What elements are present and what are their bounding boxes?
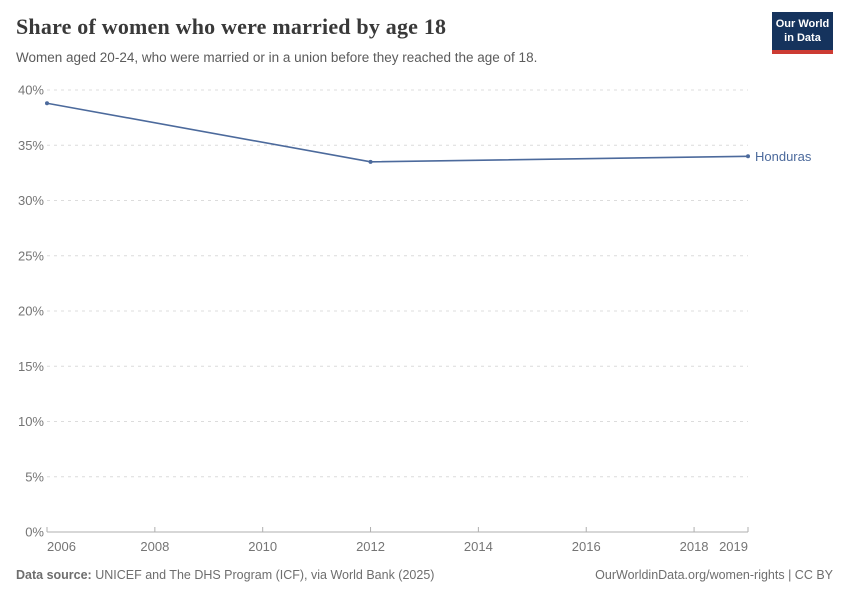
y-axis-tick-label: 0% (25, 525, 44, 540)
x-axis-tick-label: 2010 (248, 539, 277, 554)
x-axis-tick-label: 2019 (719, 539, 748, 554)
footer-rights-link[interactable]: OurWorldinData.org/women-rights | CC BY (595, 568, 833, 582)
chart-footer: Data source: UNICEF and The DHS Program … (16, 568, 833, 582)
y-axis-tick-label: 20% (18, 304, 44, 319)
y-axis-tick-label: 35% (18, 138, 44, 153)
owid-logo-red-bar (772, 49, 833, 54)
chart-title: Share of women who were married by age 1… (16, 14, 447, 39)
x-axis-tick-label: 2018 (680, 539, 709, 554)
owid-logo[interactable]: Our World in Data (772, 12, 833, 54)
data-line-honduras[interactable] (46, 102, 749, 163)
x-axis-tick-label: 2006 (47, 539, 76, 554)
x-axis-tick-label: 2014 (464, 539, 493, 554)
y-axis-tick-label: 30% (18, 193, 44, 208)
y-axis-tick-label: 25% (18, 248, 44, 263)
x-axis-tick-label: 2008 (140, 539, 169, 554)
data-source-text: UNICEF and The DHS Program (ICF), via Wo… (91, 568, 435, 582)
chart-subtitle: Women aged 20-24, who were married or in… (16, 50, 538, 65)
data-source-note: Data source: UNICEF and The DHS Program … (16, 568, 434, 582)
data-point[interactable] (45, 101, 49, 106)
y-axis-tick-label: 40% (18, 83, 44, 98)
owid-logo-text: Our World in Data (772, 12, 833, 50)
y-axis-tick-label: 15% (18, 359, 44, 374)
x-axis-tick-label: 2016 (572, 539, 601, 554)
data-point[interactable] (368, 159, 373, 164)
y-axis-tick-label: 5% (25, 469, 44, 484)
data-source-label: Data source: (16, 568, 92, 582)
y-axis-tick-label: 10% (18, 414, 44, 429)
x-axis-tick-label: 2012 (356, 539, 385, 554)
data-point[interactable] (746, 154, 750, 159)
series-label-honduras[interactable]: Honduras (755, 149, 812, 164)
